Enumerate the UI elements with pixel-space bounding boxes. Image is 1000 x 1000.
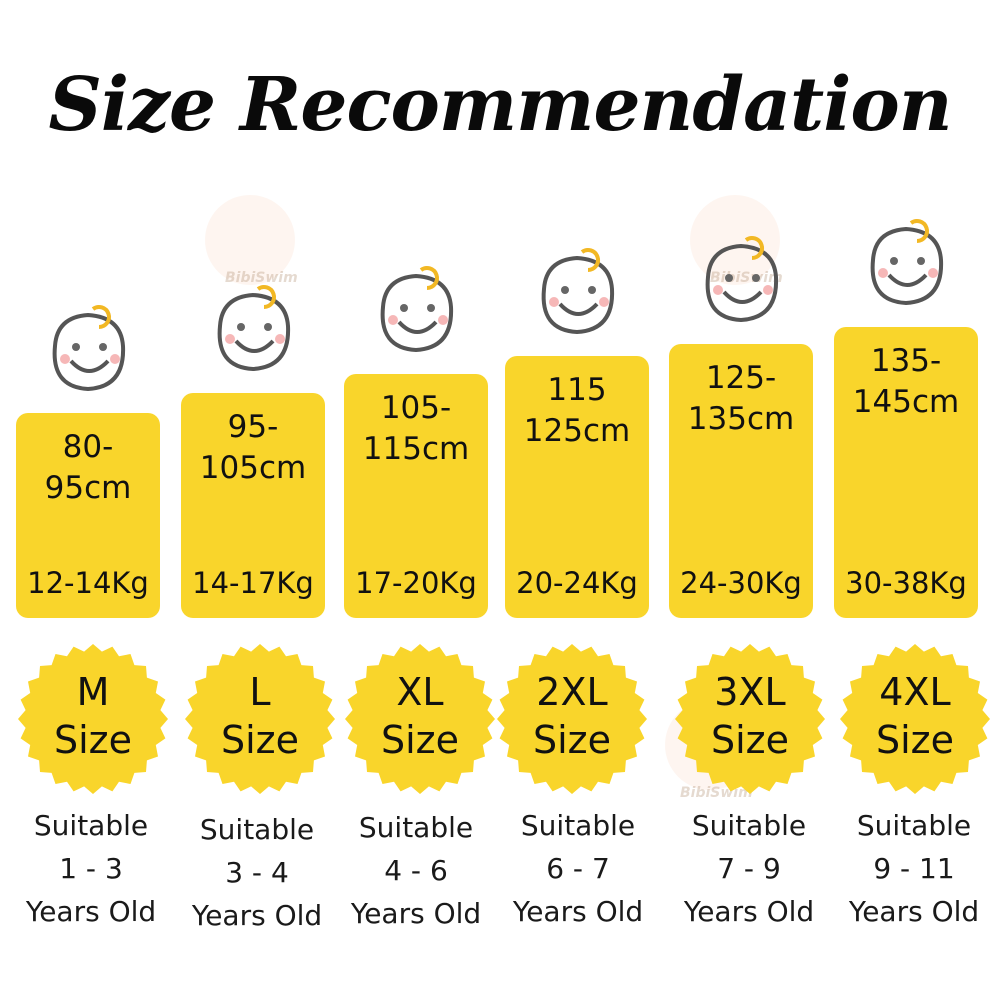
size-badge: L Size xyxy=(185,644,335,794)
baby-face-icon xyxy=(198,281,308,381)
size-card: 115 125cm 20-24Kg xyxy=(505,356,649,618)
size-badge: 4XL Size xyxy=(840,644,990,794)
watermark-text: BibiSwim xyxy=(710,270,783,286)
baby-face-icon xyxy=(361,262,471,362)
size-card: 95- 105cm 14-17Kg xyxy=(181,393,325,618)
size-badge: M Size xyxy=(18,644,168,794)
size-card: 135- 145cm 30-38Kg xyxy=(834,327,978,618)
scalloped-badge-shape xyxy=(840,644,990,794)
scalloped-badge-shape xyxy=(18,644,168,794)
age-suitability: Suitable 9 - 11 Years Old xyxy=(848,809,980,928)
height-range: 115 125cm xyxy=(523,372,631,449)
age-suitability: Suitable 3 - 4 Years Old xyxy=(191,813,323,932)
watermark-logo xyxy=(205,195,295,285)
weight-range: 17-20Kg xyxy=(355,566,477,600)
size-badge: 2XL Size xyxy=(497,644,647,794)
baby-face-icon xyxy=(33,301,143,401)
weight-range: 24-30Kg xyxy=(680,566,802,600)
weight-range: 12-14Kg xyxy=(27,566,149,600)
size-badge: 3XL Size xyxy=(675,644,825,794)
age-suitability: Suitable 6 - 7 Years Old xyxy=(512,809,644,928)
weight-range: 14-17Kg xyxy=(192,566,314,600)
page-title: Size Recommendation xyxy=(48,62,952,148)
baby-face-icon xyxy=(522,244,632,344)
watermark-logo xyxy=(690,195,780,285)
size-card: 105- 115cm 17-20Kg xyxy=(344,374,488,618)
height-range: 95- 105cm xyxy=(199,409,307,486)
age-suitability: Suitable 7 - 9 Years Old xyxy=(683,809,815,928)
size-badge: XL Size xyxy=(345,644,495,794)
height-range: 80- 95cm xyxy=(44,429,132,506)
height-range: 135- 145cm xyxy=(852,343,960,420)
size-label: L Size xyxy=(220,670,299,762)
size-label: XL Size xyxy=(380,670,459,762)
scalloped-badge-shape xyxy=(345,644,495,794)
weight-range: 30-38Kg xyxy=(845,566,967,600)
baby-face-icon xyxy=(851,215,961,315)
weight-range: 20-24Kg xyxy=(516,566,638,600)
scalloped-badge-shape xyxy=(185,644,335,794)
size-label: 4XL Size xyxy=(875,670,954,762)
height-range: 105- 115cm xyxy=(362,390,470,467)
size-card: 125- 135cm 24-30Kg xyxy=(669,344,813,618)
size-label: M Size xyxy=(53,670,132,762)
baby-face-icon xyxy=(686,232,796,332)
height-range: 125- 135cm xyxy=(687,360,795,437)
scalloped-badge-shape xyxy=(497,644,647,794)
age-suitability: Suitable 4 - 6 Years Old xyxy=(350,811,482,930)
size-label: 3XL Size xyxy=(710,670,789,762)
age-suitability: Suitable 1 - 3 Years Old xyxy=(25,809,157,928)
size-card: 80- 95cm 12-14Kg xyxy=(16,413,160,618)
watermark-text: BibiSwim xyxy=(225,270,298,286)
scalloped-badge-shape xyxy=(675,644,825,794)
size-label: 2XL Size xyxy=(532,670,611,762)
